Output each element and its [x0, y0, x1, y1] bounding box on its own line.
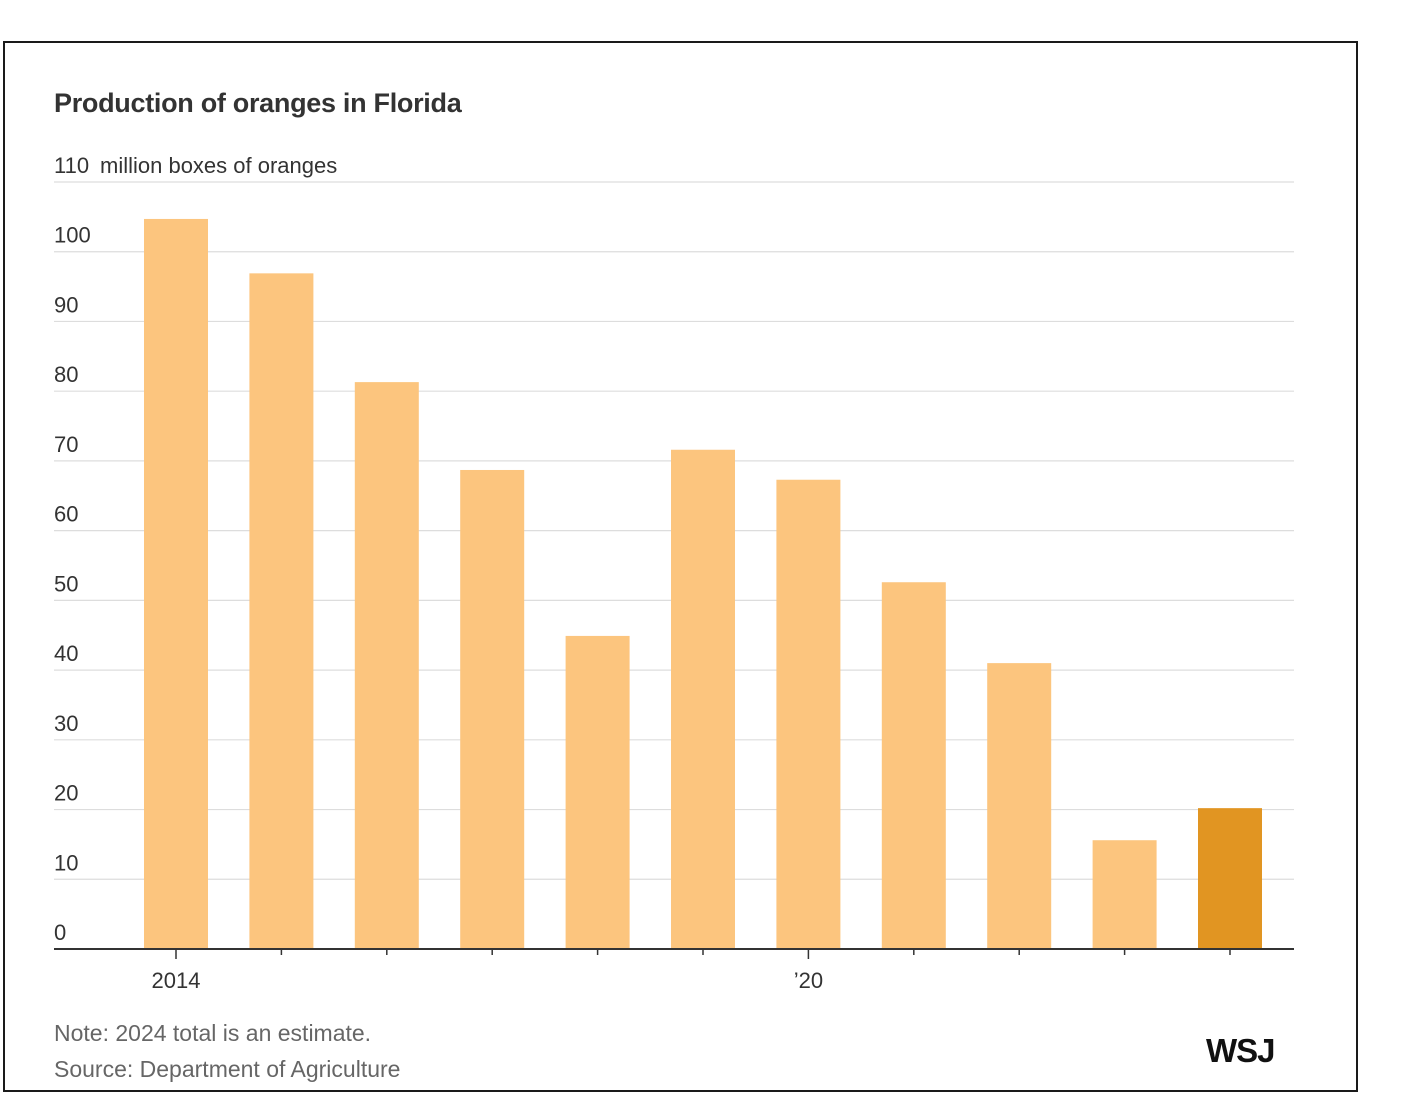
- chart-source: Source: Department of Agriculture: [54, 1056, 401, 1082]
- y-tick-label: 100: [54, 223, 91, 248]
- y-tick-label: 10: [54, 850, 78, 875]
- chart-note: Note: 2024 total is an estimate.: [54, 1020, 372, 1046]
- x-tick-label: ’20: [794, 968, 823, 993]
- y-tick-label: 30: [54, 711, 78, 736]
- bar-2020: [776, 479, 841, 949]
- y-tick-label: 0: [54, 920, 66, 945]
- y-tick-label: 110: [54, 153, 89, 178]
- y-tick-label: 20: [54, 781, 78, 806]
- bar-2016: [354, 382, 419, 949]
- y-tick-label: 80: [54, 362, 78, 387]
- y-tick-label: 70: [54, 432, 78, 457]
- y-tick-label: 50: [54, 571, 78, 596]
- bar-2021: [881, 582, 946, 949]
- x-tick-label: 2014: [152, 968, 201, 993]
- bar-2024: [1198, 808, 1262, 949]
- bar-2015: [249, 273, 314, 949]
- y-axis-unit-label: million boxes of oranges: [100, 153, 337, 178]
- y-tick-label: 40: [54, 641, 78, 666]
- bar-2019: [671, 449, 735, 949]
- bar-2017: [460, 469, 525, 949]
- y-tick-label: 90: [54, 292, 78, 317]
- bar-2023: [1092, 840, 1157, 949]
- bar-2022: [987, 663, 1052, 949]
- y-tick-label: 60: [54, 502, 78, 527]
- bar-2018: [565, 635, 630, 949]
- wsj-logo: WSJ: [1206, 1032, 1276, 1069]
- bar-2014: [144, 218, 208, 950]
- chart-title: Production of oranges in Florida: [54, 88, 462, 118]
